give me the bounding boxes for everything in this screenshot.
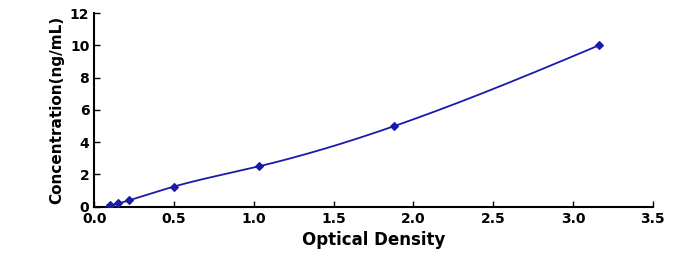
Y-axis label: Concentration(ng/mL): Concentration(ng/mL) — [49, 16, 65, 204]
X-axis label: Optical Density: Optical Density — [302, 231, 446, 249]
